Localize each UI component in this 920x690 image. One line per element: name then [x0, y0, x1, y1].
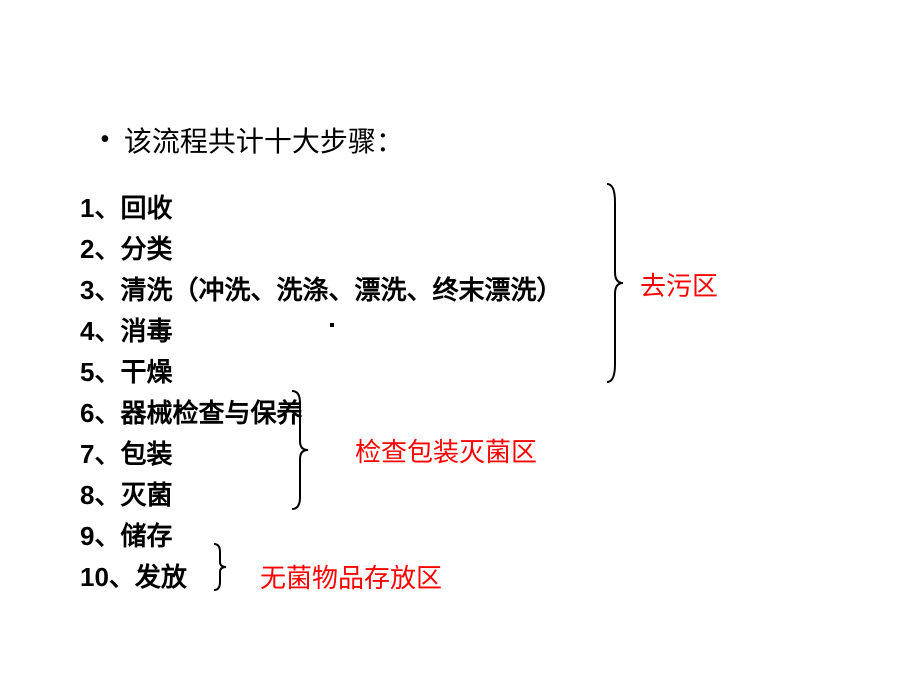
- step-number: 4: [80, 316, 94, 346]
- step-text: 、消毒: [94, 317, 172, 346]
- list-item: 2、分类: [80, 229, 840, 270]
- steps-list: 1、回收 2、分类 3、清洗（冲洗、洗涤、漂洗、终末漂洗） 4、消毒 5、干燥 …: [80, 188, 840, 598]
- step-number: 7: [80, 439, 94, 469]
- slide-content: • 该流程共计十大步骤： 1、回收 2、分类 3、清洗（冲洗、洗涤、漂洗、终末漂…: [0, 0, 920, 690]
- step-number: 6: [80, 398, 94, 428]
- title-text: 该流程共计十大步骤：: [124, 120, 404, 160]
- zone-label-1: 去污区: [640, 266, 718, 303]
- step-number: 10: [80, 562, 109, 592]
- step-text: 、器械检查与保养: [94, 399, 302, 428]
- step-number: 5: [80, 357, 94, 387]
- list-item: 9、储存: [80, 516, 840, 557]
- list-item: 5、干燥: [80, 352, 840, 393]
- list-item: 10、发放: [80, 557, 840, 598]
- step-text: 、发放: [109, 563, 187, 592]
- step-number: 2: [80, 234, 94, 264]
- step-text: 、灭菌: [94, 481, 172, 510]
- title-row: • 该流程共计十大步骤：: [100, 120, 840, 160]
- list-item: 6、器械检查与保养: [80, 393, 840, 434]
- bracket-icon: [605, 182, 625, 384]
- list-item: 4、消毒: [80, 311, 840, 352]
- title-bullet: •: [100, 124, 110, 156]
- list-item: 1、回收: [80, 188, 840, 229]
- list-item: 8、灭菌: [80, 475, 840, 516]
- step-text: 、回收: [94, 194, 172, 223]
- step-text: 、分类: [94, 235, 172, 264]
- step-number: 9: [80, 521, 94, 551]
- step-text: 、清洗（冲洗、洗涤、漂洗、终末漂洗）: [94, 276, 562, 305]
- zone-label-3: 无菌物品存放区: [260, 558, 442, 595]
- center-dot: [330, 323, 334, 327]
- step-number: 8: [80, 480, 94, 510]
- zone-label-2: 检查包装灭菌区: [355, 432, 537, 469]
- step-number: 1: [80, 193, 94, 223]
- step-text: 、包装: [94, 440, 172, 469]
- list-item: 3、清洗（冲洗、洗涤、漂洗、终末漂洗）: [80, 270, 840, 311]
- bracket-icon: [290, 389, 310, 511]
- step-text: 、干燥: [94, 358, 172, 387]
- step-number: 3: [80, 275, 94, 305]
- step-text: 、储存: [94, 522, 172, 551]
- bracket-icon: [212, 542, 228, 592]
